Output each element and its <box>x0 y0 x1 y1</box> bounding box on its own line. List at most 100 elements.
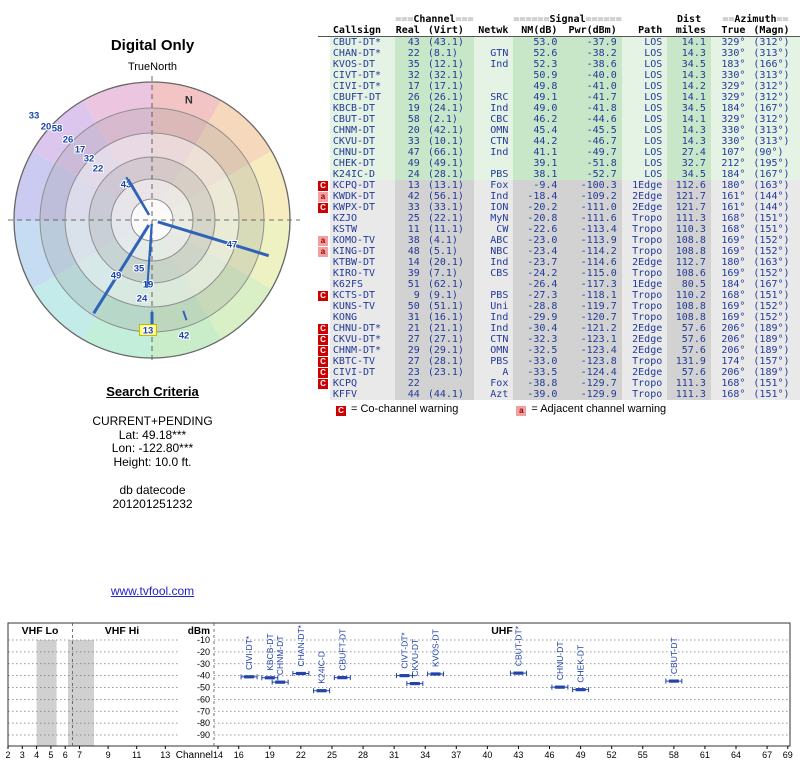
channel-tick-label: 13 <box>160 750 170 760</box>
cell-distance: 14.1 <box>667 92 711 103</box>
station-channel-label: 24 <box>137 294 148 305</box>
cell-real-channel: 33 <box>395 202 425 213</box>
cell-distance: 111.3 <box>667 213 711 224</box>
cell-path: Tropo <box>621 356 668 367</box>
cell-warning <box>318 37 330 49</box>
cell-noise-margin: -20.2 <box>513 202 563 213</box>
cell-power: -129.9 <box>562 389 622 400</box>
station-channel-label: 26 <box>63 135 74 146</box>
cell-callsign: KSTW <box>329 224 396 235</box>
cell-callsign: KONG <box>329 312 396 323</box>
column-header-real: Real <box>395 25 425 37</box>
cell-azimuth-true: 330° <box>710 70 751 81</box>
cell-path: LOS <box>621 103 668 114</box>
cell-azimuth-magnetic: (144°) <box>750 202 800 213</box>
cell-warning: C <box>318 356 330 367</box>
cell-azimuth-magnetic: (90°) <box>750 147 800 158</box>
cell-noise-margin: 39.1 <box>513 158 563 169</box>
cell-power: -52.7 <box>562 169 622 180</box>
cell-azimuth-magnetic: (151°) <box>750 224 800 235</box>
cell-azimuth-magnetic: (152°) <box>750 246 800 257</box>
cell-callsign: KCPQ-DT <box>329 180 396 191</box>
cell-azimuth-true: 329° <box>710 92 751 103</box>
cell-noise-margin: -32.3 <box>513 334 563 345</box>
cell-path: LOS <box>621 147 668 158</box>
cell-azimuth-magnetic: (312°) <box>750 81 800 92</box>
cell-path: LOS <box>621 48 668 59</box>
radar-plot: N432232172658203335192449471342 <box>8 76 300 364</box>
band-shading <box>68 640 94 746</box>
signal-marker <box>513 671 524 675</box>
cell-network: ABC <box>473 235 514 246</box>
search-criteria-heading: Search Criteria <box>106 384 199 399</box>
cell-virtual-channel <box>424 378 474 389</box>
channel-tick-label: 40 <box>482 750 492 760</box>
cell-noise-margin: -33.0 <box>513 356 563 367</box>
cell-warning <box>318 279 330 290</box>
cell-warning <box>318 169 330 180</box>
channel-tick-label: 4 <box>34 750 39 760</box>
cell-callsign: KOMO-TV <box>329 235 396 246</box>
marker-callsign-label: CIVI-DT* <box>244 635 254 670</box>
station-channel-label: 22 <box>93 164 104 175</box>
table-row: K62FS 51 (62.1) -26.4 -117.3 1Edge 80.5 184° (16… <box>318 279 800 290</box>
signal-marker <box>409 681 420 686</box>
signal-table: ===Channel=== ======Signal====== Dist ==… <box>318 14 800 400</box>
cell-virtual-channel: (26.1) <box>424 92 474 103</box>
channel-tick-label: 34 <box>420 750 430 760</box>
cell-callsign: K62FS <box>329 279 396 290</box>
cell-real-channel: 51 <box>395 279 425 290</box>
cell-callsign: CIVI-DT* <box>329 81 396 92</box>
cell-warning <box>318 147 330 158</box>
cell-virtual-channel: (11.1) <box>424 224 474 235</box>
cell-power: -123.4 <box>562 345 622 356</box>
cell-path: LOS <box>621 169 668 180</box>
channel-tick-label: 3 <box>20 750 25 760</box>
cell-azimuth-magnetic: (152°) <box>750 301 800 312</box>
cell-azimuth-magnetic: (152°) <box>750 235 800 246</box>
cell-power: -109.2 <box>562 191 622 202</box>
cell-azimuth-magnetic: (144°) <box>750 191 800 202</box>
band-shading <box>36 640 57 746</box>
cell-noise-margin: 49.0 <box>513 103 563 114</box>
cell-warning: C <box>318 378 330 389</box>
cell-azimuth-true: 330° <box>710 125 751 136</box>
cell-callsign: KVOS-DT <box>329 59 396 70</box>
co-channel-badge: C <box>336 406 346 416</box>
channel-tick-label: 69 <box>783 750 793 760</box>
cell-virtual-channel: (43.1) <box>424 36 474 48</box>
search-criteria-panel: Search Criteria CURRENT+PENDING Lat: 49.… <box>0 384 305 511</box>
station-vector <box>146 223 153 288</box>
table-row: CBUFT-DT 26 (26.1) SRC 49.1 -41.7 LOS 14.1 329°(… <box>318 92 800 103</box>
channel-tick-label: 22 <box>296 750 306 760</box>
cell-virtual-channel: (2.1) <box>424 114 474 125</box>
cell-distance: 80.5 <box>667 279 711 290</box>
cell-warning: C <box>318 290 330 301</box>
marker-callsign-label: CIVT-DT* <box>399 632 409 669</box>
cell-path: Tropo <box>621 268 668 279</box>
cell-power: -115.0 <box>562 268 622 279</box>
cell-callsign: CIVI-DT <box>329 367 396 378</box>
cell-real-channel: 19 <box>395 103 425 114</box>
tvfool-link[interactable]: www.tvfool.com <box>110 584 195 598</box>
station-vector <box>157 220 270 258</box>
cell-network: A <box>473 367 514 378</box>
cell-real-channel: 26 <box>395 92 425 103</box>
cell-network <box>473 36 514 48</box>
cell-network: NBC <box>473 246 514 257</box>
cell-virtual-channel: (4.1) <box>424 235 474 246</box>
channel-tick-label: 58 <box>669 750 679 760</box>
cell-warning <box>318 125 330 136</box>
co-channel-warning-icon: C <box>318 203 328 213</box>
cell-real-channel: 32 <box>395 70 425 81</box>
station-vector <box>136 193 150 216</box>
cell-azimuth-true: 169° <box>710 268 751 279</box>
cell-azimuth-true: 168° <box>710 290 751 301</box>
cell-azimuth-true: 184° <box>710 279 751 290</box>
cell-distance: 14.2 <box>667 81 711 92</box>
column-header-virt: (Virt) <box>424 25 474 37</box>
cell-power: -38.2 <box>562 48 622 59</box>
cell-azimuth-magnetic: (313°) <box>750 70 800 81</box>
cell-noise-margin: 44.2 <box>513 136 563 147</box>
cell-network: Ind <box>473 323 514 334</box>
